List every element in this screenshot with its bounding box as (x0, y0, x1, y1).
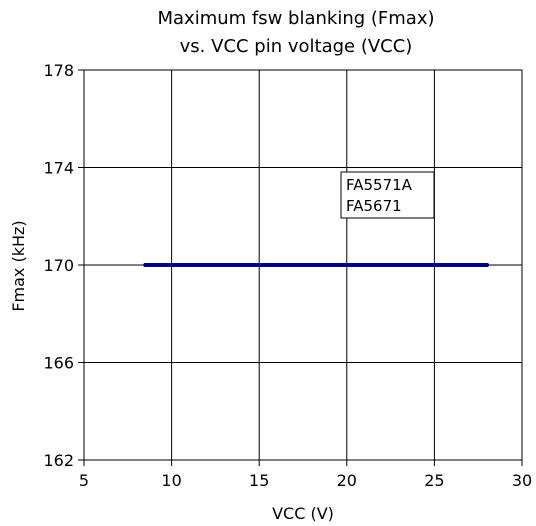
data-point (169, 263, 174, 267)
y-tick-label: 170 (43, 256, 74, 275)
tick-labels: 5 10 15 20 25 30 162 166 170 174 178 (43, 61, 532, 490)
data-point (379, 263, 384, 267)
y-tick-label: 162 (43, 451, 74, 470)
data-point (204, 263, 209, 267)
legend: FA5571A FA5671 (340, 171, 435, 219)
x-axis-label: VCC (V) (272, 504, 334, 523)
legend-label-1: FA5571A (346, 176, 413, 194)
x-tick-label: 15 (249, 471, 269, 490)
data-series (143, 263, 489, 267)
chart-title-line-2: vs. VCC pin voltage (VCC) (180, 36, 413, 57)
x-tick-label: 25 (424, 471, 444, 490)
x-tick-label: 20 (337, 471, 357, 490)
data-point (449, 263, 454, 267)
y-axis-label: Fmax (kHz) (9, 220, 28, 311)
y-tick-label: 178 (43, 61, 74, 80)
data-point (274, 263, 279, 267)
x-tick-label: 30 (512, 471, 532, 490)
x-tick-label: 5 (79, 471, 89, 490)
data-point (344, 263, 349, 267)
legend-label-2: FA5671 (346, 197, 402, 215)
data-point (484, 263, 489, 267)
y-tick-label: 174 (43, 159, 74, 178)
y-tick-label: 166 (43, 354, 74, 373)
data-point (143, 263, 148, 267)
data-point (309, 263, 314, 267)
legend-box (340, 171, 435, 219)
data-point (414, 263, 419, 267)
data-point (239, 263, 244, 267)
chart-title-line-1: Maximum fsw blanking (Fmax) (157, 8, 434, 29)
x-tick-label: 10 (161, 471, 181, 490)
